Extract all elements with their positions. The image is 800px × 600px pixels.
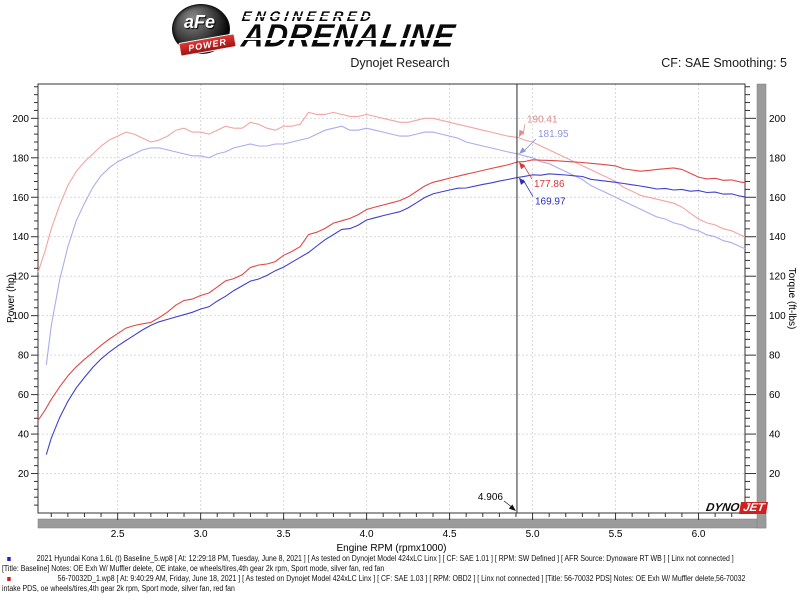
svg-text:3.5: 3.5 — [277, 529, 291, 540]
svg-text:60: 60 — [769, 390, 781, 401]
svg-text:120: 120 — [769, 272, 786, 283]
afe-badge-text: aFe — [184, 12, 216, 32]
adrenaline-wordmark: ENGINEERED ADRENALINE — [239, 8, 556, 54]
svg-text:5.0: 5.0 — [526, 529, 540, 540]
dynojet-watermark-dyno: DYNO — [704, 502, 741, 514]
svg-text:80: 80 — [769, 351, 781, 362]
curve-torque_baseline — [45, 125, 746, 366]
plot-border — [37, 83, 746, 514]
axis-ticks — [31, 86, 756, 520]
rpm-axis-label: Engine RPM (rpmx1000) — [336, 543, 446, 554]
legend-intake-line1: 56-70032D_1.wp8 [ At: 9:40:29 AM, Friday… — [57, 574, 746, 583]
intake-run-bullet-icon — [7, 577, 11, 581]
svg-text:6.0: 6.0 — [692, 529, 706, 540]
logo-line-adrenaline: ADRENALINE — [239, 17, 458, 54]
curve-power_baseline — [45, 173, 746, 455]
afe-badge: aFe POWER — [172, 4, 237, 57]
svg-text:4.5: 4.5 — [443, 529, 457, 540]
afe-power-ribbon: POWER — [178, 33, 237, 57]
svg-text:4.906: 4.906 — [478, 492, 503, 503]
logo-slit-top — [244, 16, 372, 17]
svg-text:200: 200 — [12, 114, 29, 125]
chart-shadow-bars — [37, 83, 767, 529]
svg-text:140: 140 — [12, 232, 29, 243]
svg-text:169.97: 169.97 — [535, 197, 566, 208]
svg-text:160: 160 — [769, 193, 786, 204]
svg-text:5.5: 5.5 — [609, 529, 623, 540]
torque-axis-label: Torque (ft-lbs) — [786, 268, 797, 330]
svg-text:180: 180 — [769, 153, 786, 164]
smoothing-setting: CF: SAE Smoothing: 5 — [661, 56, 787, 70]
svg-text:180: 180 — [12, 153, 29, 164]
svg-text:190.41: 190.41 — [527, 114, 558, 125]
svg-text:20: 20 — [769, 469, 781, 480]
dynojet-watermark: DYNO JET — [704, 502, 769, 514]
svg-text:40: 40 — [769, 430, 781, 441]
dyno-curves — [37, 111, 746, 455]
dynojet-watermark-jet: JET — [739, 502, 769, 514]
power-axis-label: Power (hp) — [6, 274, 17, 323]
svg-text:4.0: 4.0 — [360, 529, 374, 540]
svg-text:140: 140 — [769, 232, 786, 243]
run-legend: 2021 Hyundai Kona 1.6L (t) Baseline_5.wp… — [2, 554, 800, 594]
svg-text:100: 100 — [769, 311, 786, 322]
svg-text:177.86: 177.86 — [534, 179, 565, 190]
cursor-value-annotations: 190.41 181.95 177.86 169.97 — [518, 114, 569, 208]
curve-power_56-70032 — [37, 159, 746, 421]
gridlines — [38, 84, 745, 513]
legend-baseline-line2: [Title: Baseline] Notes: OE Exh W/ Muffl… — [2, 564, 385, 573]
svg-text:120: 120 — [12, 272, 29, 283]
svg-text:2.5: 2.5 — [111, 529, 125, 540]
baseline-run-bullet-icon — [7, 557, 11, 561]
chart-title: Dynojet Research — [350, 56, 450, 70]
svg-text:60: 60 — [18, 390, 30, 401]
svg-text:181.95: 181.95 — [538, 129, 569, 140]
logo-slit-bottom — [244, 38, 556, 40]
axis-tick-labels: 20 20 40 40 60 60 80 80 100 100 120 120 140 140 160 160… — [12, 114, 786, 540]
svg-text:200: 200 — [769, 114, 786, 125]
curve-torque_56-70032 — [37, 111, 746, 273]
afe-logo: aFe POWER ENGINEERED ADRENALINE — [172, 3, 556, 57]
svg-text:160: 160 — [12, 193, 29, 204]
legend-intake-line2: intake PDS, oe wheels/tires,4th gear 2k … — [2, 584, 235, 593]
legend-entry-baseline: 2021 Hyundai Kona 1.6L (t) Baseline_5.wp… — [2, 554, 800, 574]
legend-baseline-line1: 2021 Hyundai Kona 1.6L (t) Baseline_5.wp… — [36, 554, 734, 563]
svg-text:40: 40 — [18, 430, 30, 441]
legend-entry-intake: 56-70032D_1.wp8 [ At: 9:40:29 AM, Friday… — [2, 574, 800, 594]
cursor-rpm-annotation: 4.906 — [478, 492, 516, 511]
svg-text:3.0: 3.0 — [194, 529, 208, 540]
svg-text:80: 80 — [18, 351, 30, 362]
svg-text:100: 100 — [12, 311, 29, 322]
svg-text:20: 20 — [18, 469, 30, 480]
